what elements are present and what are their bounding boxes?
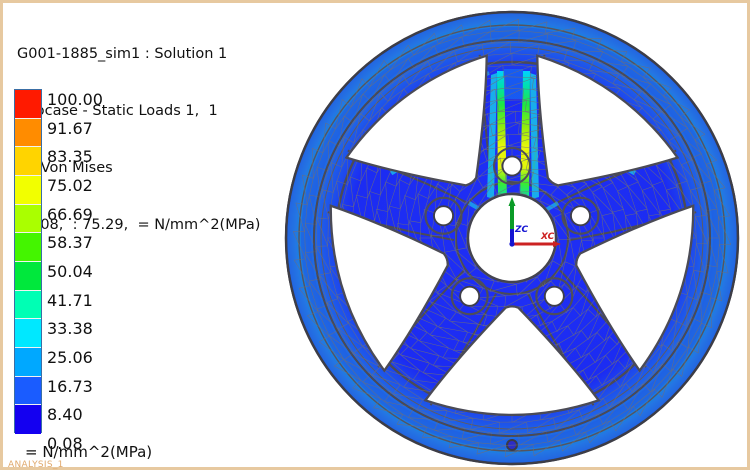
bolt-hole-1[interactable] — [570, 205, 591, 227]
legend-label-11: 8.40 — [47, 405, 83, 425]
legend-label-6: 50.04 — [47, 262, 93, 281]
legend-band-7[interactable] — [15, 290, 41, 320]
bolt-hole-2[interactable] — [543, 285, 565, 307]
legend-band-0[interactable] — [15, 90, 41, 119]
spoke-window-4 — [344, 54, 488, 187]
triad-origin — [509, 241, 515, 247]
legend-label-3: 75.02 — [47, 176, 93, 195]
legend-band-10[interactable] — [15, 376, 41, 406]
legend-band-8[interactable] — [15, 319, 41, 348]
spoke-window-2 — [423, 305, 601, 416]
color-legend-bar[interactable] — [14, 89, 42, 434]
legend-label-4: 66.69 — [47, 204, 93, 224]
triad-x-arrow — [553, 241, 561, 247]
triad-z-label: ZC — [514, 225, 529, 235]
legend-label-9: 25.06 — [47, 348, 93, 367]
triad-x-label: XC — [540, 232, 555, 242]
triad-z-arrow — [508, 197, 516, 206]
spoke-windows-mask — [329, 54, 695, 416]
bolt-boss-4 — [424, 196, 463, 235]
legend-band-2[interactable] — [15, 147, 41, 176]
bolt-hole-0[interactable] — [501, 155, 523, 177]
legend-band-5[interactable] — [15, 233, 41, 262]
legend-label-1: 91.67 — [47, 118, 93, 138]
legend-label-0: 100.00 — [47, 90, 103, 109]
bolt-boss-0 — [493, 147, 531, 185]
model-viewport[interactable]: ZC XC — [273, 3, 750, 469]
coordinate-triad[interactable]: ZC XC — [508, 197, 562, 247]
bolt-boss-1 — [561, 196, 600, 235]
solution-title: G001-1885_sim1 : Solution 1 — [17, 46, 228, 62]
legend-band-1[interactable] — [15, 118, 41, 148]
legend-label-7: 41.71 — [47, 290, 93, 310]
legend-label-2: 83.35 — [47, 147, 93, 167]
spoke-window-0 — [536, 54, 680, 187]
hub-relief — [455, 181, 569, 295]
wheel-mesh-graphic: ZC XC — [284, 10, 740, 466]
legend-label-12: 0.08 — [47, 434, 83, 453]
legend-label-10: 16.73 — [47, 376, 93, 396]
spoke-window-3 — [329, 204, 449, 373]
analysis-watermark: ANALYSIS_1 — [8, 460, 64, 470]
legend-band-3[interactable] — [15, 175, 41, 205]
bolt-boss-2 — [535, 277, 574, 316]
bolt-hole-4[interactable] — [433, 205, 454, 227]
legend-band-11[interactable] — [15, 405, 41, 434]
legend-band-9[interactable] — [15, 347, 41, 377]
legend-band-4[interactable] — [15, 204, 41, 234]
color-legend-labels: 100.00 91.67 83.35 75.02 66.69 58.37 50.04 41.7… — [47, 89, 167, 452]
spoke-window-1 — [575, 204, 695, 373]
legend-unit-label: = N/mm^2(MPa) — [25, 443, 153, 461]
legend-label-5: 58.37 — [47, 233, 93, 253]
legend-band-6[interactable] — [15, 261, 41, 291]
bolt-hole-3[interactable] — [459, 285, 481, 307]
legend-label-8: 33.38 — [47, 319, 93, 339]
bolt-boss-3 — [450, 277, 489, 316]
bolt-holes-mask — [424, 147, 600, 316]
